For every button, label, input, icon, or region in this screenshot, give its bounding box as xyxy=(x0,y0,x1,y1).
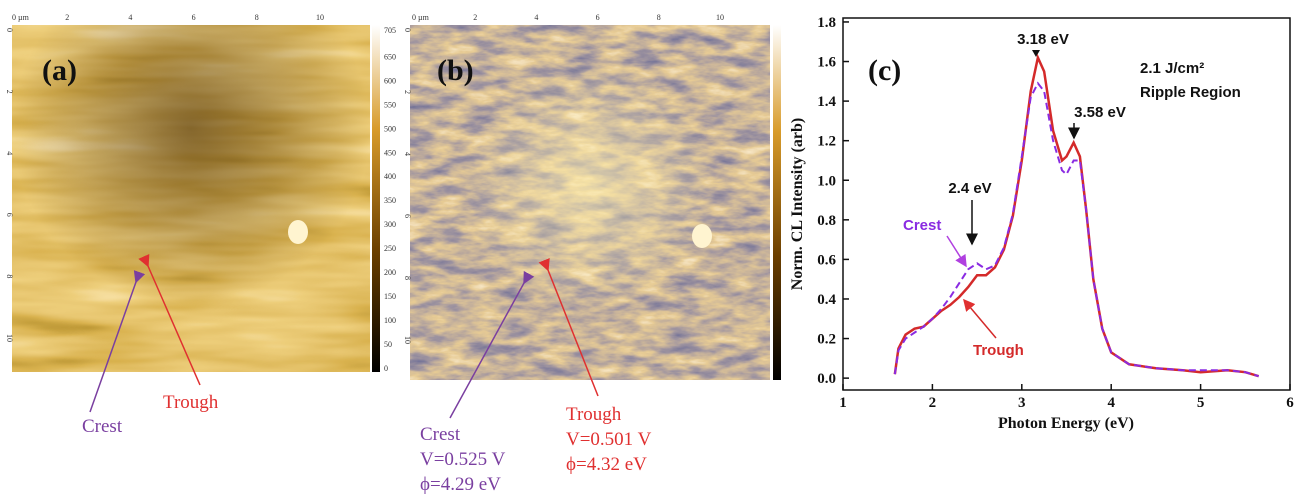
figure: (a) 0 µm Crest Trough 246810024681070565… xyxy=(0,0,1303,500)
crest-label: Crest xyxy=(420,424,461,445)
y-tick-label: 10 xyxy=(5,334,14,342)
colorbar-tick-label: 250 xyxy=(384,244,396,253)
trough-label: Trough xyxy=(163,392,219,413)
colorbar-tick-label: 705 xyxy=(384,26,396,35)
x-tick-label: 1 xyxy=(839,395,847,411)
annotation: 2.4 eV xyxy=(948,180,991,197)
colorbar-tick-label: 300 xyxy=(384,220,396,229)
particle xyxy=(288,220,308,244)
annotation: 2.1 J/cm² xyxy=(1140,60,1204,77)
colorbar-tick-label: 500 xyxy=(384,124,396,133)
y-tick-label: 1.0 xyxy=(817,173,836,189)
y-tick-label: 4 xyxy=(403,152,412,156)
y-tick-label: 2 xyxy=(5,90,14,94)
x-tick-label: 5 xyxy=(1197,395,1205,411)
colorbar-tick-label: 100 xyxy=(384,316,396,325)
y-tick-label: 8 xyxy=(5,274,14,278)
x-axis-title: Photon Energy (eV) xyxy=(998,415,1134,432)
series-label: Crest xyxy=(903,217,941,234)
y-tick-label: 0.0 xyxy=(817,371,836,387)
page: {"panel_a":{"label":"(a)","origin_label"… xyxy=(0,0,1303,500)
colorbar xyxy=(773,25,781,380)
crest-label: V=0.525 V xyxy=(420,449,506,470)
x-tick-label: 4 xyxy=(534,13,538,22)
colorbar-tick-label: 0 xyxy=(384,364,388,373)
x-tick-label: 4 xyxy=(1107,395,1115,411)
crest-label: Crest xyxy=(82,416,123,437)
panel-b: (b) 0 µm 2 4 6 8 10 0 2 4 6 8 10 Crest V=0.525 V ϕ=4.… xyxy=(403,13,781,495)
x-tick-label: 10 xyxy=(316,13,324,22)
trough-label: V=0.501 V xyxy=(566,429,652,450)
y-tick-label: 1.6 xyxy=(817,55,836,71)
x-tick-label: 10 xyxy=(716,13,724,22)
y-tick-label: 0.8 xyxy=(817,213,836,229)
trough-label: Trough xyxy=(566,404,622,425)
y-tick-label: 0 xyxy=(5,28,14,32)
panel-label: (c) xyxy=(868,54,901,87)
colorbar xyxy=(372,25,380,372)
y-tick-label: 1.2 xyxy=(817,134,836,150)
x-tick-label: 3 xyxy=(1018,395,1026,411)
y-tick-label: 0.2 xyxy=(817,332,836,348)
series-line xyxy=(895,83,1259,376)
origin-label: 0 µm xyxy=(12,13,30,22)
colorbar-tick-label: 450 xyxy=(384,148,396,157)
y-tick-label: 0 xyxy=(403,28,412,32)
x-tick-label: 6 xyxy=(1286,395,1294,411)
x-tick-label: 8 xyxy=(657,13,661,22)
y-tick-label: 1.8 xyxy=(817,15,836,31)
trough-label: ϕ=4.32 eV xyxy=(566,454,647,475)
arrow xyxy=(964,300,996,338)
y-tick-label: 10 xyxy=(403,336,412,344)
x-tick-label: 4 xyxy=(128,13,132,22)
colorbar-tick-label: 150 xyxy=(384,292,396,301)
y-tick-label: 1.4 xyxy=(817,94,836,110)
x-tick-label: 8 xyxy=(255,13,259,22)
x-tick-label: 2 xyxy=(65,13,69,22)
panel-label: (a) xyxy=(42,54,77,87)
x-tick-label: 2 xyxy=(929,395,937,411)
particle xyxy=(692,224,712,248)
y-tick-label: 0.4 xyxy=(817,292,836,308)
y-tick-label: 0.6 xyxy=(817,252,836,268)
colorbar-tick-label: 600 xyxy=(384,76,396,85)
annotation: 3.58 eV xyxy=(1074,104,1126,121)
series-label: Trough xyxy=(973,342,1024,359)
x-tick-label: 6 xyxy=(192,13,196,22)
y-tick-label: 8 xyxy=(403,276,412,280)
y-axis-title: Norm. CL Intensity (arb) xyxy=(789,118,806,290)
colorbar-tick-label: 200 xyxy=(384,268,396,277)
panel-label: (b) xyxy=(437,54,474,87)
crest-label: ϕ=4.29 eV xyxy=(420,474,501,495)
colorbar-tick-label: 50 xyxy=(384,340,392,349)
colorbar-tick-label: 350 xyxy=(384,196,396,205)
y-tick-label: 4 xyxy=(5,151,14,155)
y-tick-label: 2 xyxy=(403,90,412,94)
origin-label: 0 µm xyxy=(412,13,430,22)
annotation: Ripple Region xyxy=(1140,84,1241,101)
colorbar-tick-label: 650 xyxy=(384,52,396,61)
colorbar-tick-label: 400 xyxy=(384,172,396,181)
colorbar-tick-label: 550 xyxy=(384,100,396,109)
annotation: 3.18 eV xyxy=(1017,31,1069,48)
x-tick-label: 2 xyxy=(473,13,477,22)
y-tick-label: 6 xyxy=(5,213,14,217)
plot-frame xyxy=(843,18,1290,390)
arrowhead xyxy=(1032,50,1040,57)
arrow xyxy=(947,236,966,266)
panel-c: (c) Photon Energy (eV) Norm. CL Intensit… xyxy=(789,15,1294,432)
x-tick-label: 6 xyxy=(596,13,600,22)
y-tick-label: 6 xyxy=(403,214,412,218)
